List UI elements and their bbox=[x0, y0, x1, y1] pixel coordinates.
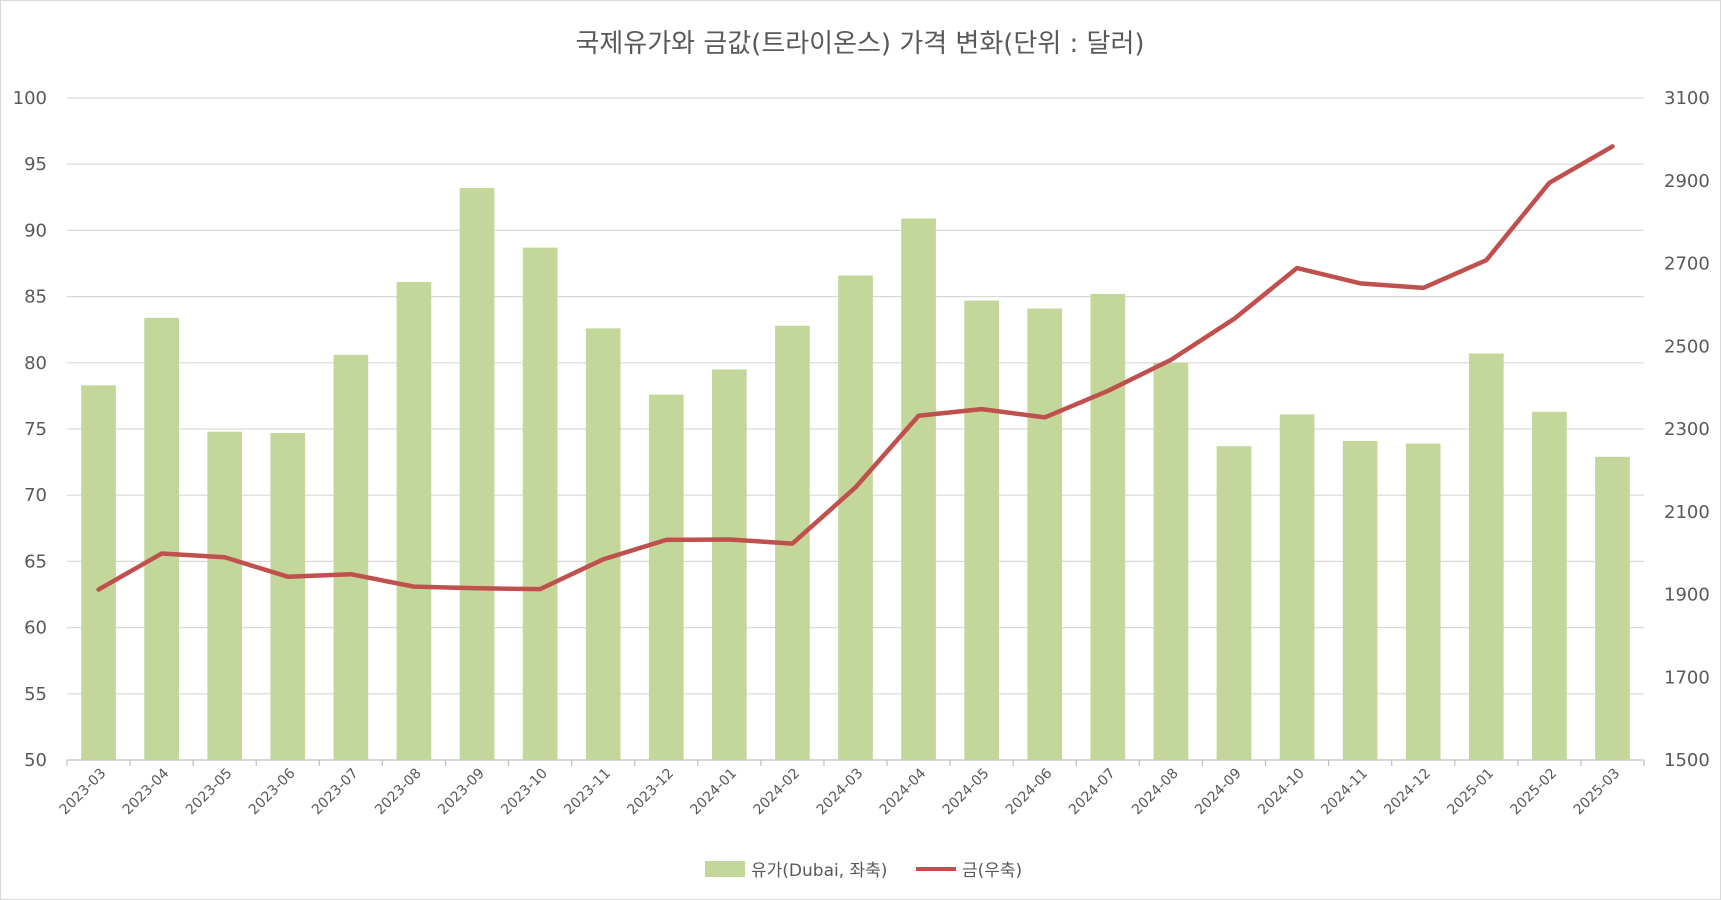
oil-bar bbox=[648, 394, 684, 760]
x-tick-label: 2024-02 bbox=[751, 766, 804, 819]
oil-bar bbox=[1532, 411, 1567, 760]
oil-bar bbox=[207, 431, 243, 760]
oil-bar bbox=[459, 188, 495, 761]
x-tick-label: 2025-01 bbox=[1444, 766, 1497, 819]
y-right-tick-label: 1500 bbox=[1664, 750, 1710, 771]
gridlines bbox=[67, 97, 1644, 761]
x-tick-label: 2024-05 bbox=[940, 766, 993, 819]
legend-swatch-oil bbox=[705, 861, 745, 877]
y-right-tick-label: 3100 bbox=[1664, 88, 1710, 109]
y-left-tick-label: 50 bbox=[24, 750, 47, 771]
x-tick-label: 2023-06 bbox=[246, 765, 299, 818]
oil-bars bbox=[81, 188, 1630, 761]
x-tick-label: 2023-12 bbox=[624, 766, 677, 819]
oil-bar bbox=[1342, 440, 1378, 760]
y-right-tick-label: 2100 bbox=[1664, 502, 1710, 523]
x-tick-label: 2024-06 bbox=[1003, 765, 1056, 818]
y-right-tick-label: 2900 bbox=[1664, 171, 1710, 192]
oil-bar bbox=[81, 385, 116, 760]
x-tick-label: 2024-09 bbox=[1192, 766, 1245, 819]
chart-title: 국제유가와 금값(트라이온스) 가격 변화(단위 : 달러) bbox=[575, 29, 1144, 59]
y-right-tick-label: 2700 bbox=[1664, 254, 1710, 275]
y-right-tick-label: 1700 bbox=[1664, 667, 1710, 688]
x-axis: 2023-03 2023-04 2023-05 2023-06 2023-07 2023-… bbox=[57, 760, 1645, 819]
y-left-tick-label: 60 bbox=[24, 618, 47, 639]
oil-bar bbox=[144, 317, 179, 760]
x-tick-label: 2025-02 bbox=[1508, 766, 1561, 819]
y-left-tick-label: 85 bbox=[24, 287, 47, 308]
x-tick-label: 2023-08 bbox=[372, 766, 425, 819]
x-tick-label: 2023-09 bbox=[435, 766, 488, 819]
y-left-tick-label: 65 bbox=[24, 551, 47, 572]
x-tick-label: 2024-01 bbox=[687, 766, 740, 819]
x-tick-label: 2024-07 bbox=[1066, 766, 1119, 819]
x-tick-label: 2024-11 bbox=[1318, 766, 1371, 819]
oil-bar bbox=[396, 282, 432, 760]
oil-bar bbox=[522, 247, 558, 760]
x-tick-label: 2024-10 bbox=[1255, 766, 1308, 819]
x-tick-label: 2023-05 bbox=[183, 766, 236, 819]
x-tick-label: 2023-04 bbox=[120, 765, 173, 818]
legend-label-gold: 금(우축) bbox=[962, 861, 1022, 881]
x-tick-label: 2024-04 bbox=[877, 765, 930, 818]
oil-bar bbox=[1216, 446, 1252, 760]
x-tick-label: 2023-07 bbox=[309, 766, 362, 819]
y-axis-right: 1500 1700 1900 2100 2300 2500 2700 2900 3100 bbox=[1664, 88, 1710, 771]
oil-bar bbox=[1090, 293, 1126, 760]
oil-bar bbox=[964, 300, 1000, 760]
oil-bar bbox=[1027, 308, 1063, 760]
y-left-tick-label: 90 bbox=[24, 220, 47, 241]
x-tick-label: 2023-10 bbox=[498, 766, 551, 819]
oil-bar bbox=[711, 369, 747, 760]
y-left-tick-label: 75 bbox=[24, 419, 47, 440]
x-tick-label: 2023-11 bbox=[561, 766, 614, 819]
gold-price-line bbox=[96, 144, 1615, 592]
gold-line-layer bbox=[96, 144, 1615, 592]
oil-bar bbox=[838, 275, 873, 760]
oil-bar bbox=[1153, 362, 1189, 760]
oil-bar bbox=[901, 218, 936, 760]
legend: 유가(Dubai, 좌축) 금(우축) bbox=[705, 861, 1022, 881]
x-tick-label: 2024-12 bbox=[1381, 766, 1434, 819]
y-right-tick-label: 2500 bbox=[1664, 336, 1710, 357]
y-left-tick-label: 70 bbox=[24, 485, 47, 506]
oil-bar bbox=[333, 354, 369, 760]
y-right-tick-label: 2300 bbox=[1664, 419, 1710, 440]
oil-bar bbox=[270, 432, 306, 760]
oil-bar bbox=[585, 328, 621, 760]
oil-bar bbox=[1595, 456, 1630, 760]
legend-label-oil: 유가(Dubai, 좌축) bbox=[751, 861, 887, 881]
y-right-tick-label: 1900 bbox=[1664, 585, 1710, 606]
x-tick-label: 2024-08 bbox=[1129, 766, 1182, 819]
y-axis-left: 50 55 60 65 70 75 80 85 90 95 100 bbox=[13, 88, 47, 771]
oil-bar bbox=[1405, 443, 1441, 760]
x-tick-label: 2023-03 bbox=[57, 766, 110, 819]
oil-bar bbox=[1468, 353, 1504, 760]
y-left-tick-label: 95 bbox=[24, 154, 47, 175]
y-left-tick-label: 100 bbox=[13, 88, 47, 109]
oil-bar bbox=[1279, 414, 1315, 760]
y-left-tick-label: 55 bbox=[24, 684, 47, 705]
x-tick-label: 2024-03 bbox=[814, 766, 867, 819]
x-tick-label: 2025-03 bbox=[1571, 766, 1624, 819]
y-left-tick-label: 80 bbox=[24, 353, 47, 374]
